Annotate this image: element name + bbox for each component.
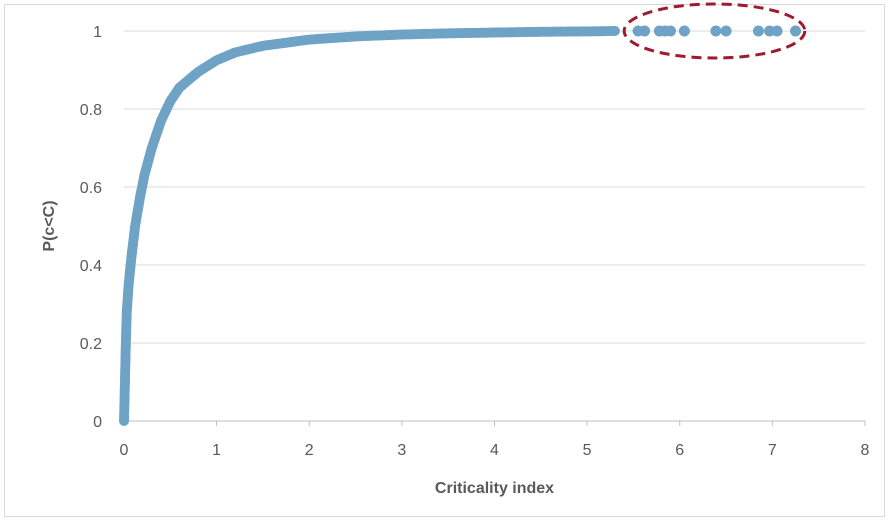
annotation-group [622, 2, 807, 60]
outlier-point [710, 25, 722, 37]
x-tick-label: 1 [212, 442, 221, 459]
x-tick-label: 7 [768, 442, 777, 459]
tick-labels: 0 0.2 0.4 0.6 0.8 1 0 1 2 3 4 5 6 7 8 [80, 24, 870, 459]
x-tick-label: 8 [861, 442, 870, 459]
outlier-point [678, 25, 690, 37]
x-axis-title: Criticality index [435, 480, 554, 497]
y-tick-label: 0.6 [80, 180, 102, 197]
x-tick-label: 3 [397, 442, 406, 459]
highlight-ellipse [622, 2, 807, 60]
x-tick-label: 5 [583, 442, 592, 459]
x-tick-label: 2 [305, 442, 314, 459]
x-tick-label: 4 [490, 442, 499, 459]
gridlines [124, 30, 865, 344]
chart-frame [4, 4, 885, 517]
outlier-point [771, 25, 783, 37]
y-tick-label: 0.2 [80, 336, 102, 353]
outlier-point [639, 25, 651, 37]
outlier-point [664, 25, 676, 37]
y-tick-label: 0.8 [80, 102, 102, 119]
axes [123, 420, 866, 426]
outlier-point [720, 25, 732, 37]
outlier-point [752, 25, 764, 37]
outlier-point [790, 25, 802, 37]
y-tick-label: 0 [93, 414, 102, 431]
data-point [609, 26, 620, 36]
y-tick-label: 1 [93, 24, 102, 41]
x-tick-label: 0 [120, 442, 129, 459]
y-tick-label: 0.4 [80, 258, 102, 275]
x-tick-label: 6 [675, 442, 684, 459]
y-axis-title: P(c<C) [41, 200, 58, 251]
data-series [119, 25, 802, 426]
